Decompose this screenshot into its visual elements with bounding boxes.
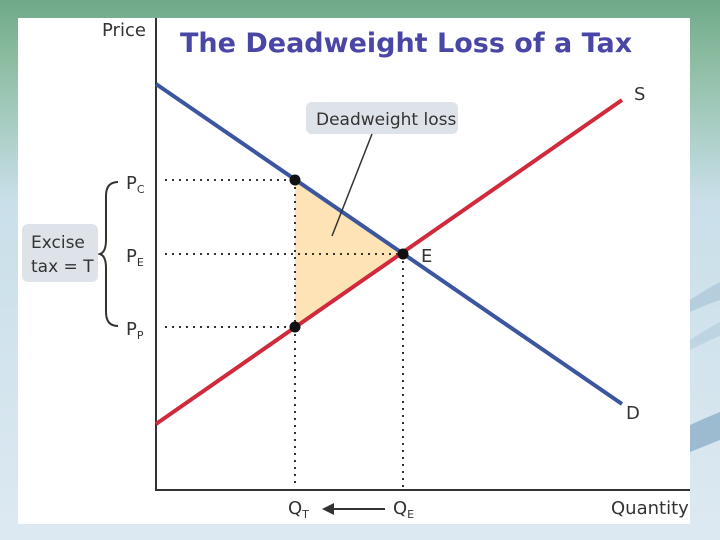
callout-pointer [331,133,373,237]
tax-label-box [22,224,98,282]
quantity-label-tax: QT [288,498,309,521]
price-label-equilibrium: PE [126,246,144,269]
y-axis-label: Price [102,20,146,41]
price-label-consumer: PC [126,173,145,196]
callout-label: Deadweight loss [316,110,456,130]
supply-label: S [634,84,645,105]
supply-curve [154,98,624,426]
tax-label-line2: tax = T [31,257,94,277]
callout-box [306,102,458,134]
quantity-label-equilibrium: QE [393,498,414,521]
equilibrium-label: E [421,246,432,267]
demand-label: D [626,403,640,424]
equilibrium-point [397,248,409,260]
price-label-producer: PP [126,319,144,342]
slide-title: The Deadweight Loss of a Tax [180,28,633,59]
quantity-arrowhead [322,503,334,515]
x-axis-label: Quantity [611,498,689,519]
consumer-price-point [289,174,301,186]
demand-curve [154,82,624,406]
tax-label-line1: Excise [31,233,85,253]
tax-brace [96,181,119,327]
producer-price-point [289,321,301,333]
